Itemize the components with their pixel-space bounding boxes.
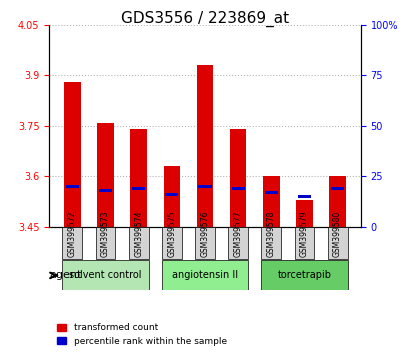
Bar: [297, 195, 310, 198]
Bar: [295, 200, 312, 227]
Text: GSM399577: GSM399577: [233, 211, 242, 257]
FancyBboxPatch shape: [162, 227, 181, 259]
FancyBboxPatch shape: [162, 260, 247, 290]
Bar: [163, 166, 180, 227]
Text: GSM399580: GSM399580: [332, 211, 341, 257]
Text: agent: agent: [49, 270, 82, 280]
Text: GSM399576: GSM399576: [200, 211, 209, 257]
Bar: [165, 193, 178, 196]
Bar: [99, 189, 112, 192]
FancyBboxPatch shape: [327, 227, 347, 259]
Bar: [97, 122, 114, 227]
FancyBboxPatch shape: [195, 227, 214, 259]
Bar: [328, 177, 345, 227]
Text: torcetrapib: torcetrapib: [277, 270, 330, 280]
FancyBboxPatch shape: [261, 227, 281, 259]
Bar: [198, 185, 211, 188]
Bar: [231, 187, 244, 190]
Text: GSM399578: GSM399578: [266, 211, 275, 257]
Text: GSM399579: GSM399579: [299, 211, 308, 257]
Text: GSM399574: GSM399574: [134, 211, 143, 257]
Text: GSM399575: GSM399575: [167, 211, 176, 257]
FancyBboxPatch shape: [261, 260, 347, 290]
Bar: [130, 129, 147, 227]
Bar: [330, 187, 344, 190]
Bar: [229, 129, 246, 227]
FancyBboxPatch shape: [62, 260, 148, 290]
Bar: [132, 187, 145, 190]
FancyBboxPatch shape: [294, 227, 314, 259]
FancyBboxPatch shape: [128, 227, 148, 259]
Bar: [65, 185, 79, 188]
Text: GSM399572: GSM399572: [68, 211, 77, 257]
FancyBboxPatch shape: [228, 227, 247, 259]
Text: angiotensin II: angiotensin II: [171, 270, 238, 280]
Text: GSM399573: GSM399573: [101, 211, 110, 257]
Bar: [64, 82, 81, 227]
FancyBboxPatch shape: [62, 227, 82, 259]
Bar: [196, 65, 213, 227]
Text: GDS3556 / 223869_at: GDS3556 / 223869_at: [121, 11, 288, 27]
Bar: [262, 177, 279, 227]
Text: solvent control: solvent control: [69, 270, 142, 280]
FancyBboxPatch shape: [95, 227, 115, 259]
Bar: [264, 191, 277, 194]
Legend: transformed count, percentile rank within the sample: transformed count, percentile rank withi…: [54, 320, 230, 349]
